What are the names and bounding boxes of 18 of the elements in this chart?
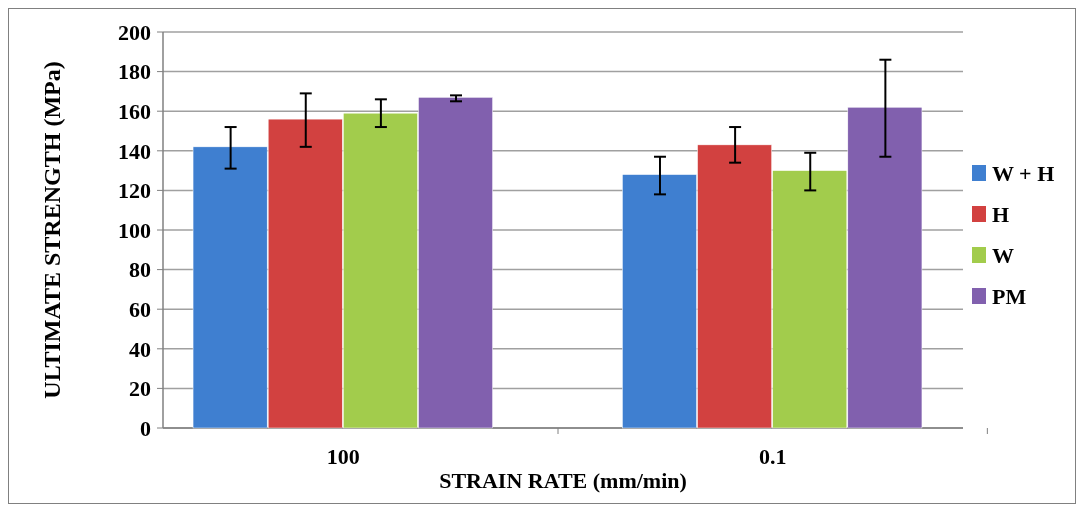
y-tick-label: 120 xyxy=(118,178,151,204)
y-tick-label: 60 xyxy=(129,296,151,322)
y-tick-label: 140 xyxy=(118,138,151,164)
y-tick-label: 180 xyxy=(118,59,151,85)
y-tick-label: 80 xyxy=(129,257,151,283)
legend-label: W + H xyxy=(992,160,1055,186)
y-tick-label: 100 xyxy=(118,217,151,243)
legend-label: H xyxy=(992,201,1010,227)
y-axis-title: ULTIMATE STRENGTH (MPa) xyxy=(39,61,65,399)
y-tick-label: 40 xyxy=(129,336,151,362)
x-axis-title: STRAIN RATE (mm/min) xyxy=(439,468,687,493)
x-tick-label: 0.1 xyxy=(758,444,787,469)
y-tick-label: 20 xyxy=(129,376,151,402)
legend-label: W xyxy=(992,242,1014,268)
y-tick-label: 200 xyxy=(118,19,151,45)
y-tick-label: 0 xyxy=(140,415,151,441)
legend-label: PM xyxy=(992,283,1027,309)
y-tick-label: 160 xyxy=(118,98,151,124)
